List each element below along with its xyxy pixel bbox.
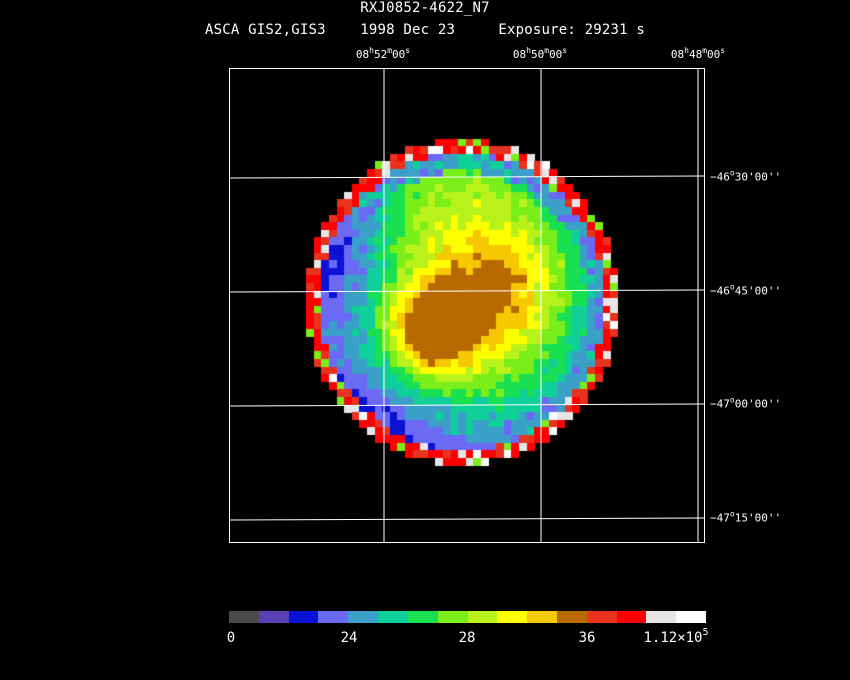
colorbar-segment <box>258 611 289 623</box>
dec-tick-label: −46o30'00'' <box>710 168 782 184</box>
colorbar-max-label: 1.12×105 <box>643 627 709 647</box>
colorbar-label: 36 <box>578 630 596 646</box>
dec-grid-line <box>230 289 704 293</box>
colorbar-segment <box>586 611 617 623</box>
intensity-colorbar <box>229 611 706 623</box>
image-title: RXJ0852-4622_N7 <box>360 0 490 16</box>
xray-intensity-map <box>230 69 704 542</box>
instrument-label: ASCA GIS2,GIS3 <box>204 22 326 38</box>
image-subtitle: ASCA GIS2,GIS3 1998 Dec 23 Exposure: 292… <box>0 22 850 38</box>
ra-tick-label: 08h50m00s <box>512 46 568 62</box>
colorbar-segment <box>318 611 349 623</box>
colorbar-segment <box>616 611 647 623</box>
ra-tick-label: 08h52m00s <box>355 46 411 62</box>
dec-grid-line <box>230 403 704 407</box>
colorbar-segment <box>676 611 706 623</box>
colorbar-segment <box>527 611 557 623</box>
dec-grid-line <box>230 517 704 521</box>
colorbar-segment <box>437 611 468 623</box>
colorbar-segment <box>497 611 528 623</box>
colorbar-segment <box>556 611 587 623</box>
ra-tick-label: 08h48m00s <box>670 46 726 62</box>
colorbar-segment <box>467 611 498 623</box>
exposure-label: Exposure: 29231 s <box>498 22 646 38</box>
colorbar-segment <box>288 611 319 623</box>
colorbar-segment <box>646 611 677 623</box>
colorbar-segment <box>407 611 438 623</box>
image-frame <box>229 68 705 543</box>
colorbar-label: 24 <box>340 630 358 646</box>
colorbar-label: 0 <box>226 630 236 646</box>
colorbar-segment <box>348 611 379 623</box>
dec-tick-label: −47o00'00'' <box>710 395 782 411</box>
observation-date: 1998 Dec 23 <box>360 22 456 38</box>
colorbar-segment <box>378 611 408 623</box>
dec-tick-label: −46o45'00'' <box>710 282 782 298</box>
dec-grid-line <box>230 175 704 179</box>
coordinate-grid <box>230 69 704 542</box>
colorbar-label: 28 <box>458 630 476 646</box>
dec-tick-label: −47o15'00'' <box>710 509 782 525</box>
colorbar-segment <box>229 611 259 623</box>
